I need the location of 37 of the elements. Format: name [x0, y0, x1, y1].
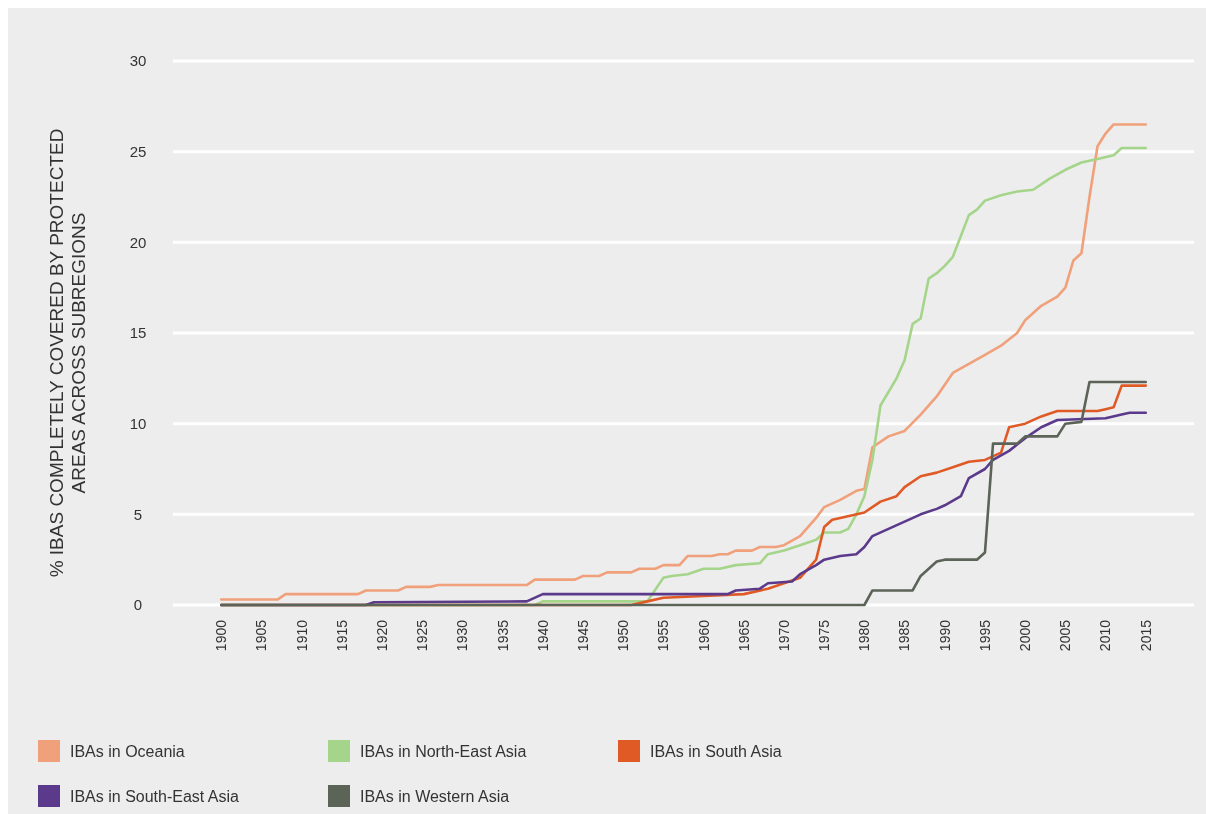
x-tick-label: 1900	[213, 619, 230, 652]
x-tick-label: 2005	[1057, 619, 1074, 652]
x-tick-label: 1915	[333, 619, 350, 652]
x-tick-label: 1985	[896, 619, 913, 652]
x-tick-label: 1905	[253, 619, 270, 652]
legend-label: IBAs in North-East Asia	[360, 742, 527, 760]
x-tick-label: 1950	[615, 619, 632, 652]
x-tick-label: 1960	[695, 619, 712, 652]
y-tick-label: 5	[133, 505, 143, 523]
legend-label: IBAs in South-East Asia	[70, 787, 240, 805]
x-tick-label: 1920	[373, 619, 390, 652]
x-tick-label: 1970	[775, 619, 792, 652]
x-tick-label: 1965	[735, 619, 752, 652]
x-tick-label: 1980	[856, 619, 873, 652]
y-tick-label: 20	[129, 233, 147, 251]
x-tick-label: 2010	[1097, 619, 1114, 652]
x-tick-label: 2000	[1017, 619, 1034, 652]
y-axis-title: % IBAS COMPLETELY COVERED BY PROTECTED AREAS ACROSS SUBREGIONS	[46, 128, 89, 578]
x-tick-label: 1975	[816, 619, 833, 652]
legend-label: IBAs in South Asia	[650, 742, 782, 760]
x-tick-label: 1940	[534, 619, 551, 652]
y-tick-label: 30	[129, 52, 147, 70]
x-tick-label: 1990	[936, 619, 953, 652]
legend-label: IBAs in Oceania	[70, 742, 185, 760]
y-tick-label: 25	[129, 142, 147, 160]
y-tick-label: 10	[129, 414, 147, 432]
y-tick-label: 15	[129, 324, 147, 342]
legend-label: IBAs in Western Asia	[360, 787, 510, 805]
x-tick-label: 1910	[293, 619, 310, 652]
x-tick-label: 1945	[574, 619, 591, 652]
x-tick-label: 1995	[976, 619, 993, 652]
x-tick-label: 2015	[1137, 619, 1154, 652]
x-tick-label: 1935	[494, 619, 511, 652]
x-tick-label: 1925	[414, 619, 431, 652]
x-tick-label: 1955	[655, 619, 672, 652]
x-tick-label: 1930	[454, 619, 471, 652]
y-tick-label: 0	[133, 596, 143, 614]
